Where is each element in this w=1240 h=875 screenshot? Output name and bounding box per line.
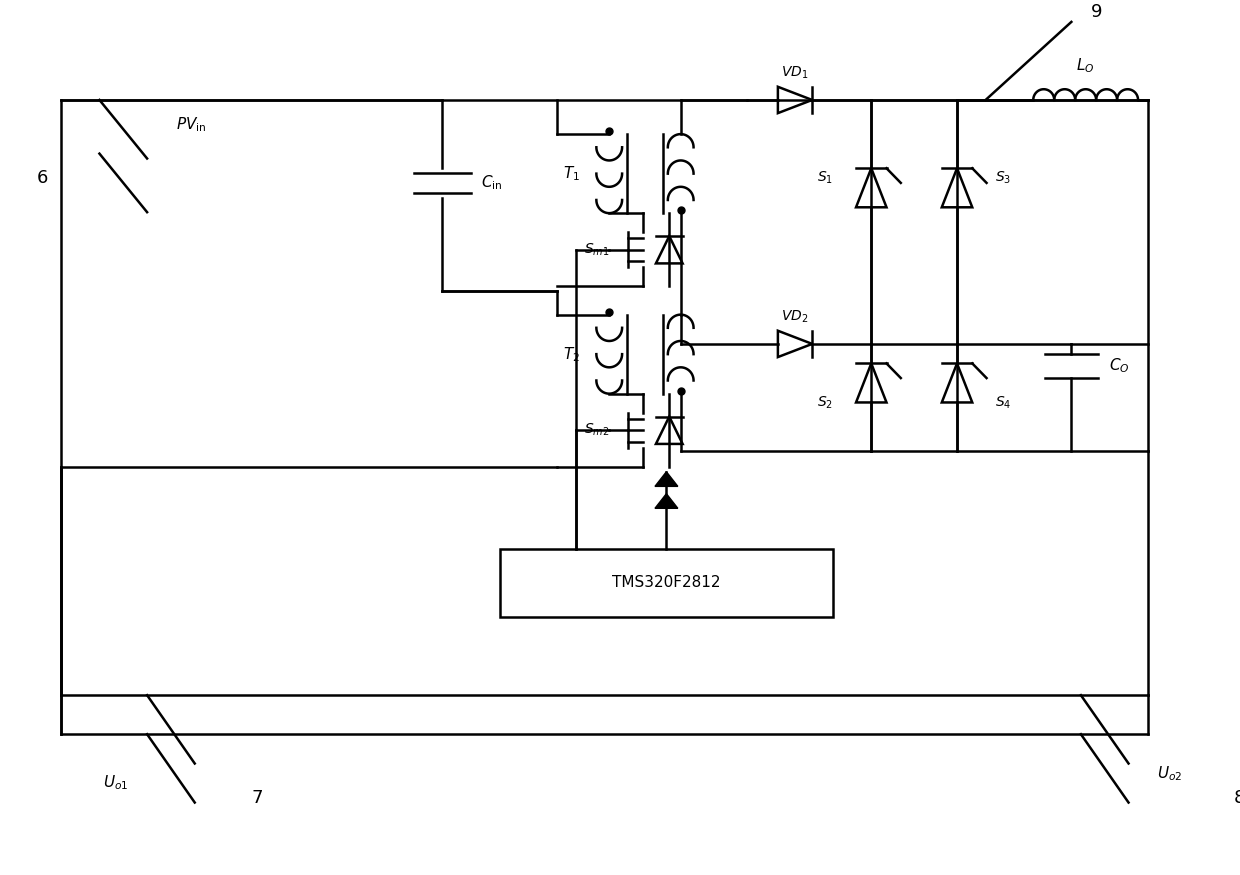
Text: $T_1$: $T_1$ — [563, 164, 579, 183]
Text: 7: 7 — [252, 788, 263, 807]
Text: $U_{o1}$: $U_{o1}$ — [103, 774, 128, 793]
Text: $S_4$: $S_4$ — [996, 395, 1012, 410]
Text: $T_2$: $T_2$ — [563, 345, 579, 363]
Text: 8: 8 — [1234, 788, 1240, 807]
Text: $C_{\rm in}$: $C_{\rm in}$ — [481, 173, 502, 192]
Polygon shape — [655, 493, 678, 508]
Text: $S_1$: $S_1$ — [817, 170, 833, 186]
Text: $S_{m1}$: $S_{m1}$ — [584, 242, 609, 258]
Text: $L_O$: $L_O$ — [1076, 57, 1095, 75]
Bar — [500, 549, 833, 617]
Text: $S_{m2}$: $S_{m2}$ — [584, 422, 609, 438]
Text: 9: 9 — [1090, 4, 1102, 21]
Text: TMS320F2812: TMS320F2812 — [613, 576, 720, 591]
Text: $VD_1$: $VD_1$ — [781, 65, 808, 80]
Text: $C_O$: $C_O$ — [1110, 356, 1130, 375]
Text: $S_3$: $S_3$ — [996, 170, 1012, 186]
Text: $S_2$: $S_2$ — [817, 395, 833, 410]
Text: $PV_{\rm in}$: $PV_{\rm in}$ — [176, 115, 206, 134]
Polygon shape — [655, 472, 678, 487]
Text: $U_{o2}$: $U_{o2}$ — [1157, 764, 1183, 782]
Text: $VD_2$: $VD_2$ — [781, 308, 808, 325]
Text: 6: 6 — [37, 169, 48, 187]
